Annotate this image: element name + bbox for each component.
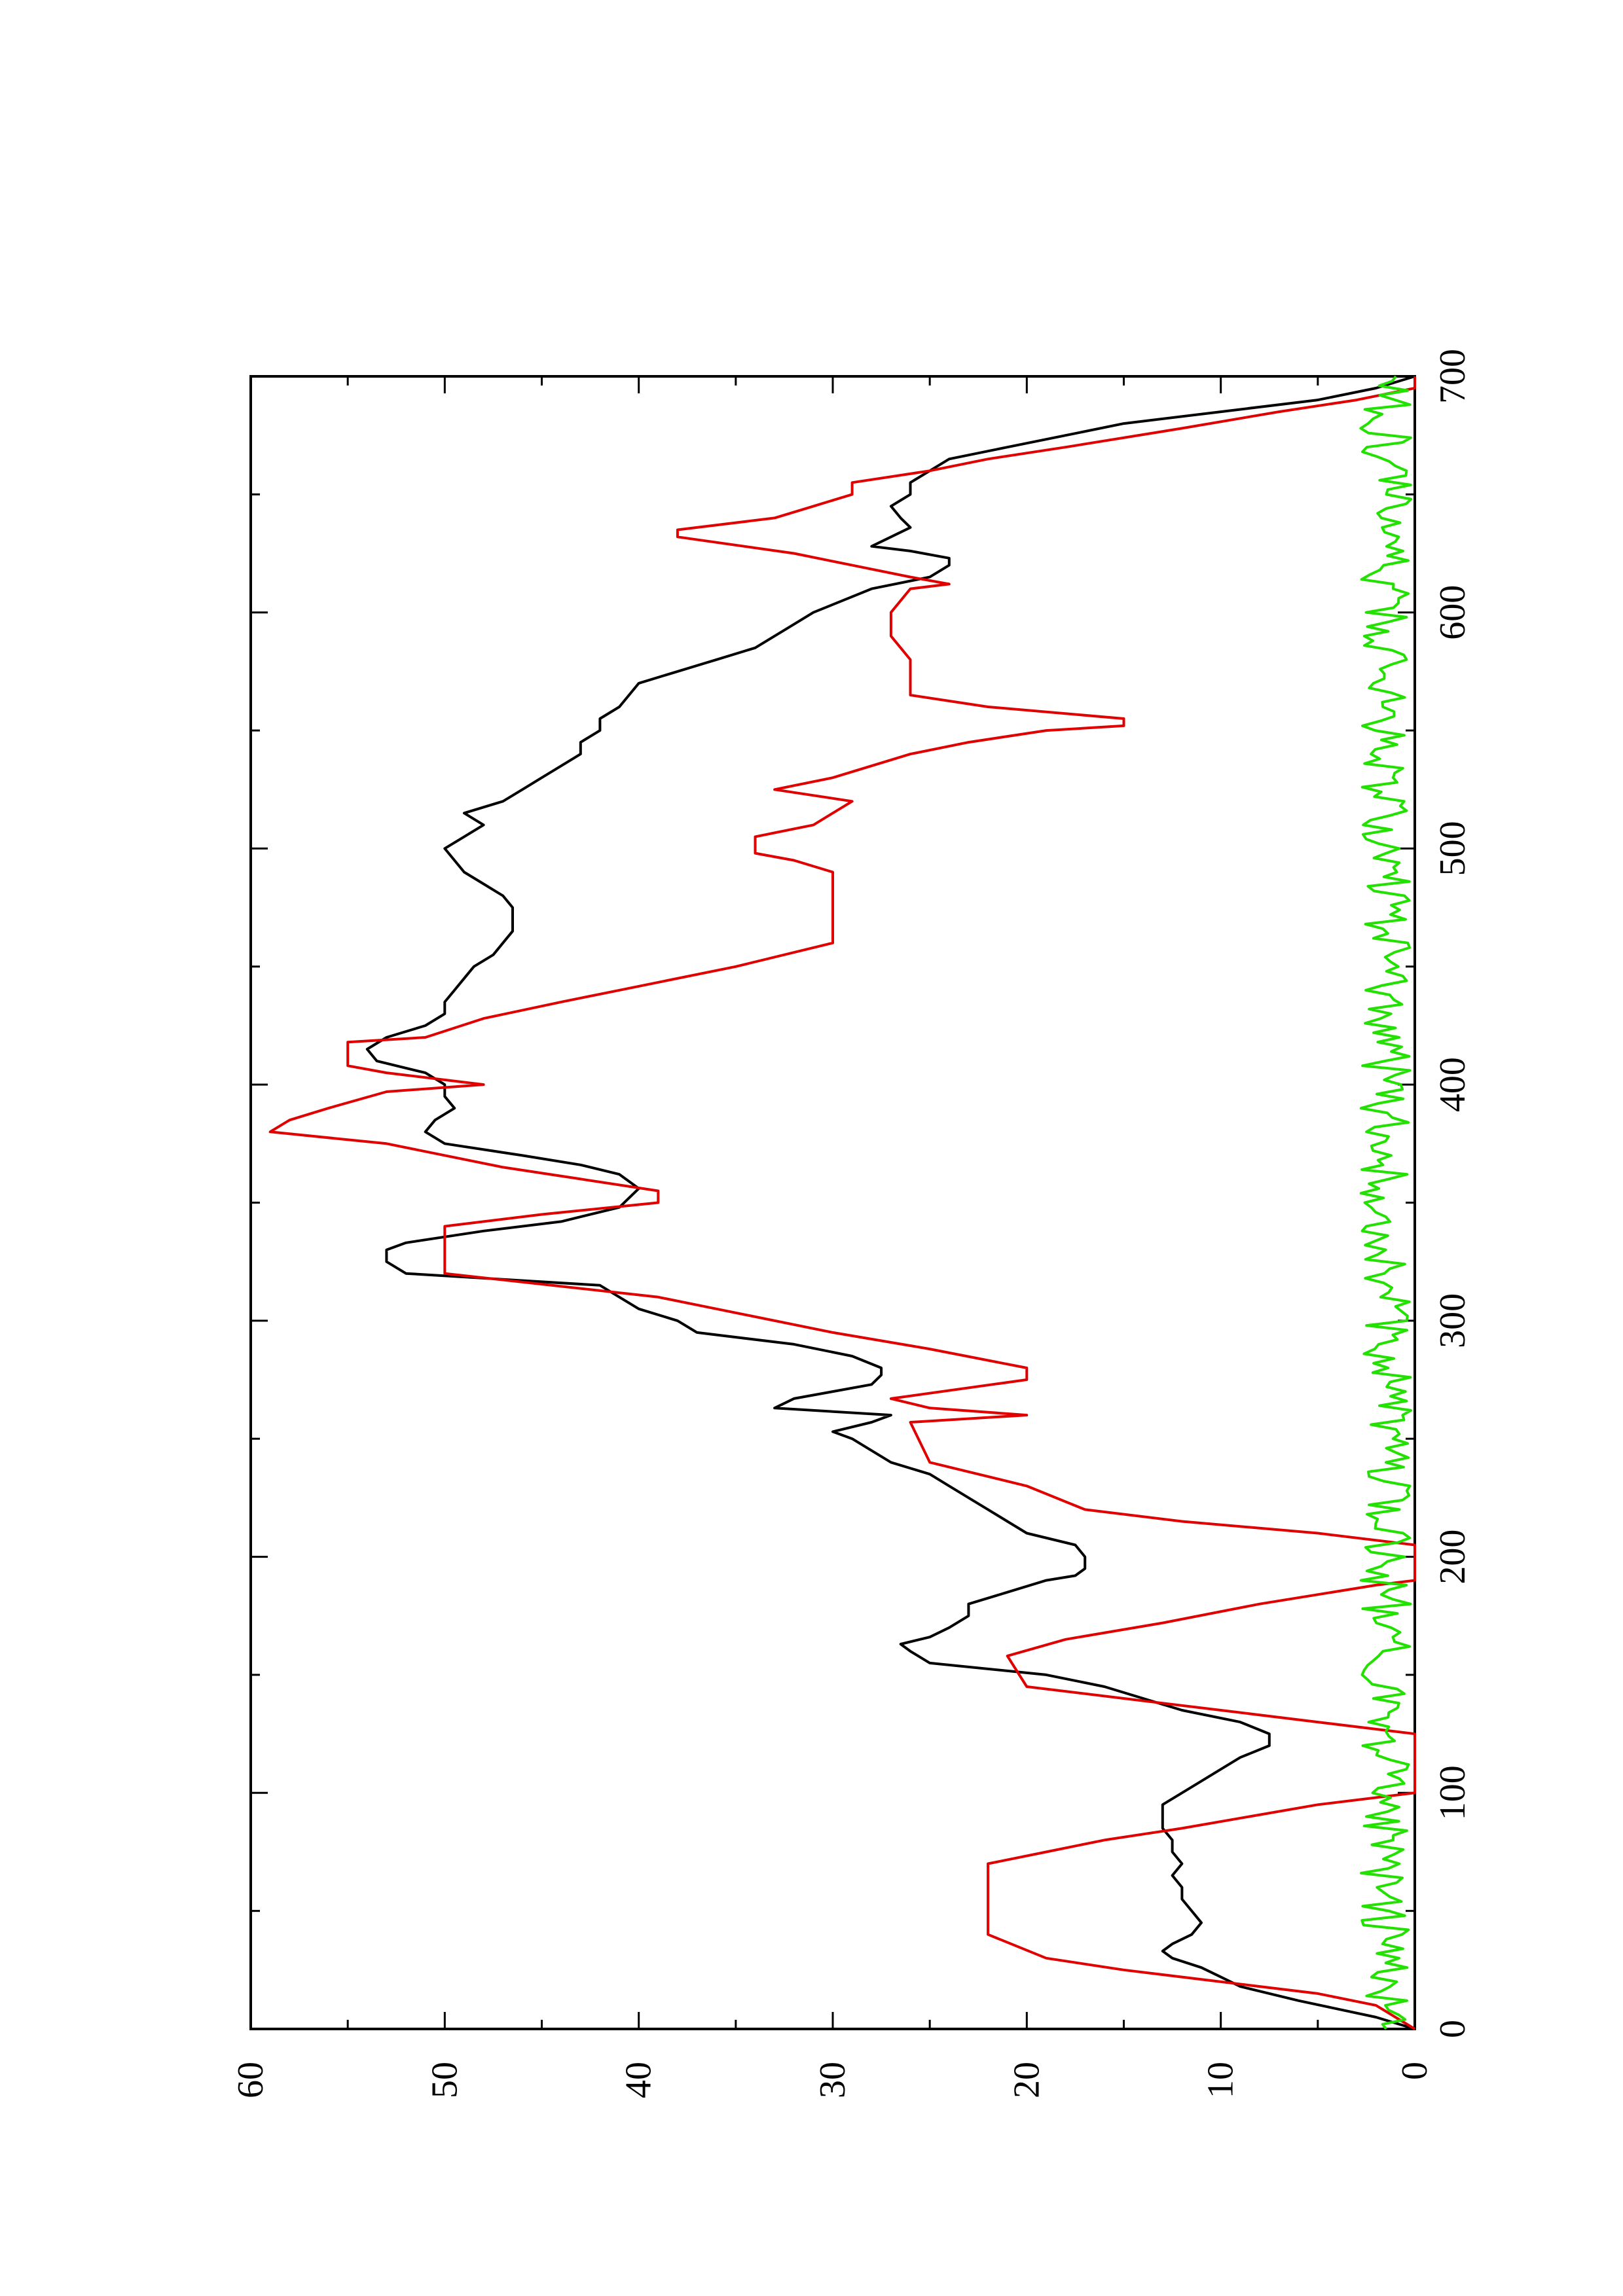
plot-frame [249, 375, 1416, 2030]
series-line-1 [365, 375, 1415, 2030]
x-tick-label-700: 700 [1432, 349, 1473, 404]
y-tick-label-30: 30 [812, 2062, 853, 2098]
y-tick-label-0: 0 [1395, 2062, 1435, 2080]
x-tick-label-300: 300 [1432, 1293, 1473, 1348]
y-tick-label-60: 60 [230, 2062, 271, 2098]
x-axis-ticks [251, 375, 1415, 2030]
x-tick-label-200: 200 [1432, 1530, 1473, 1585]
x-tick-label-600: 600 [1432, 585, 1473, 640]
series-line-2 [268, 376, 1416, 2030]
series-layer [268, 375, 1416, 2030]
x-axis-labels: 0 100 200 300 400 500 600 700 [1432, 349, 1473, 2038]
y-axis-ticks [249, 376, 1416, 2029]
y-tick-label-20: 20 [1006, 2062, 1047, 2098]
x-tick-label-500: 500 [1432, 821, 1473, 876]
x-tick-label-100: 100 [1432, 1765, 1473, 1820]
y-tick-label-50: 50 [424, 2062, 465, 2098]
y-tick-label-40: 40 [619, 2062, 659, 2098]
y-axis-labels: 0 10 20 30 40 50 60 [230, 2062, 1435, 2098]
x-tick-label-400: 400 [1432, 1057, 1473, 1112]
y-tick-label-10: 10 [1201, 2062, 1241, 2098]
x-tick-label-0: 0 [1432, 2020, 1473, 2038]
series-line-3 [1359, 375, 1413, 2030]
